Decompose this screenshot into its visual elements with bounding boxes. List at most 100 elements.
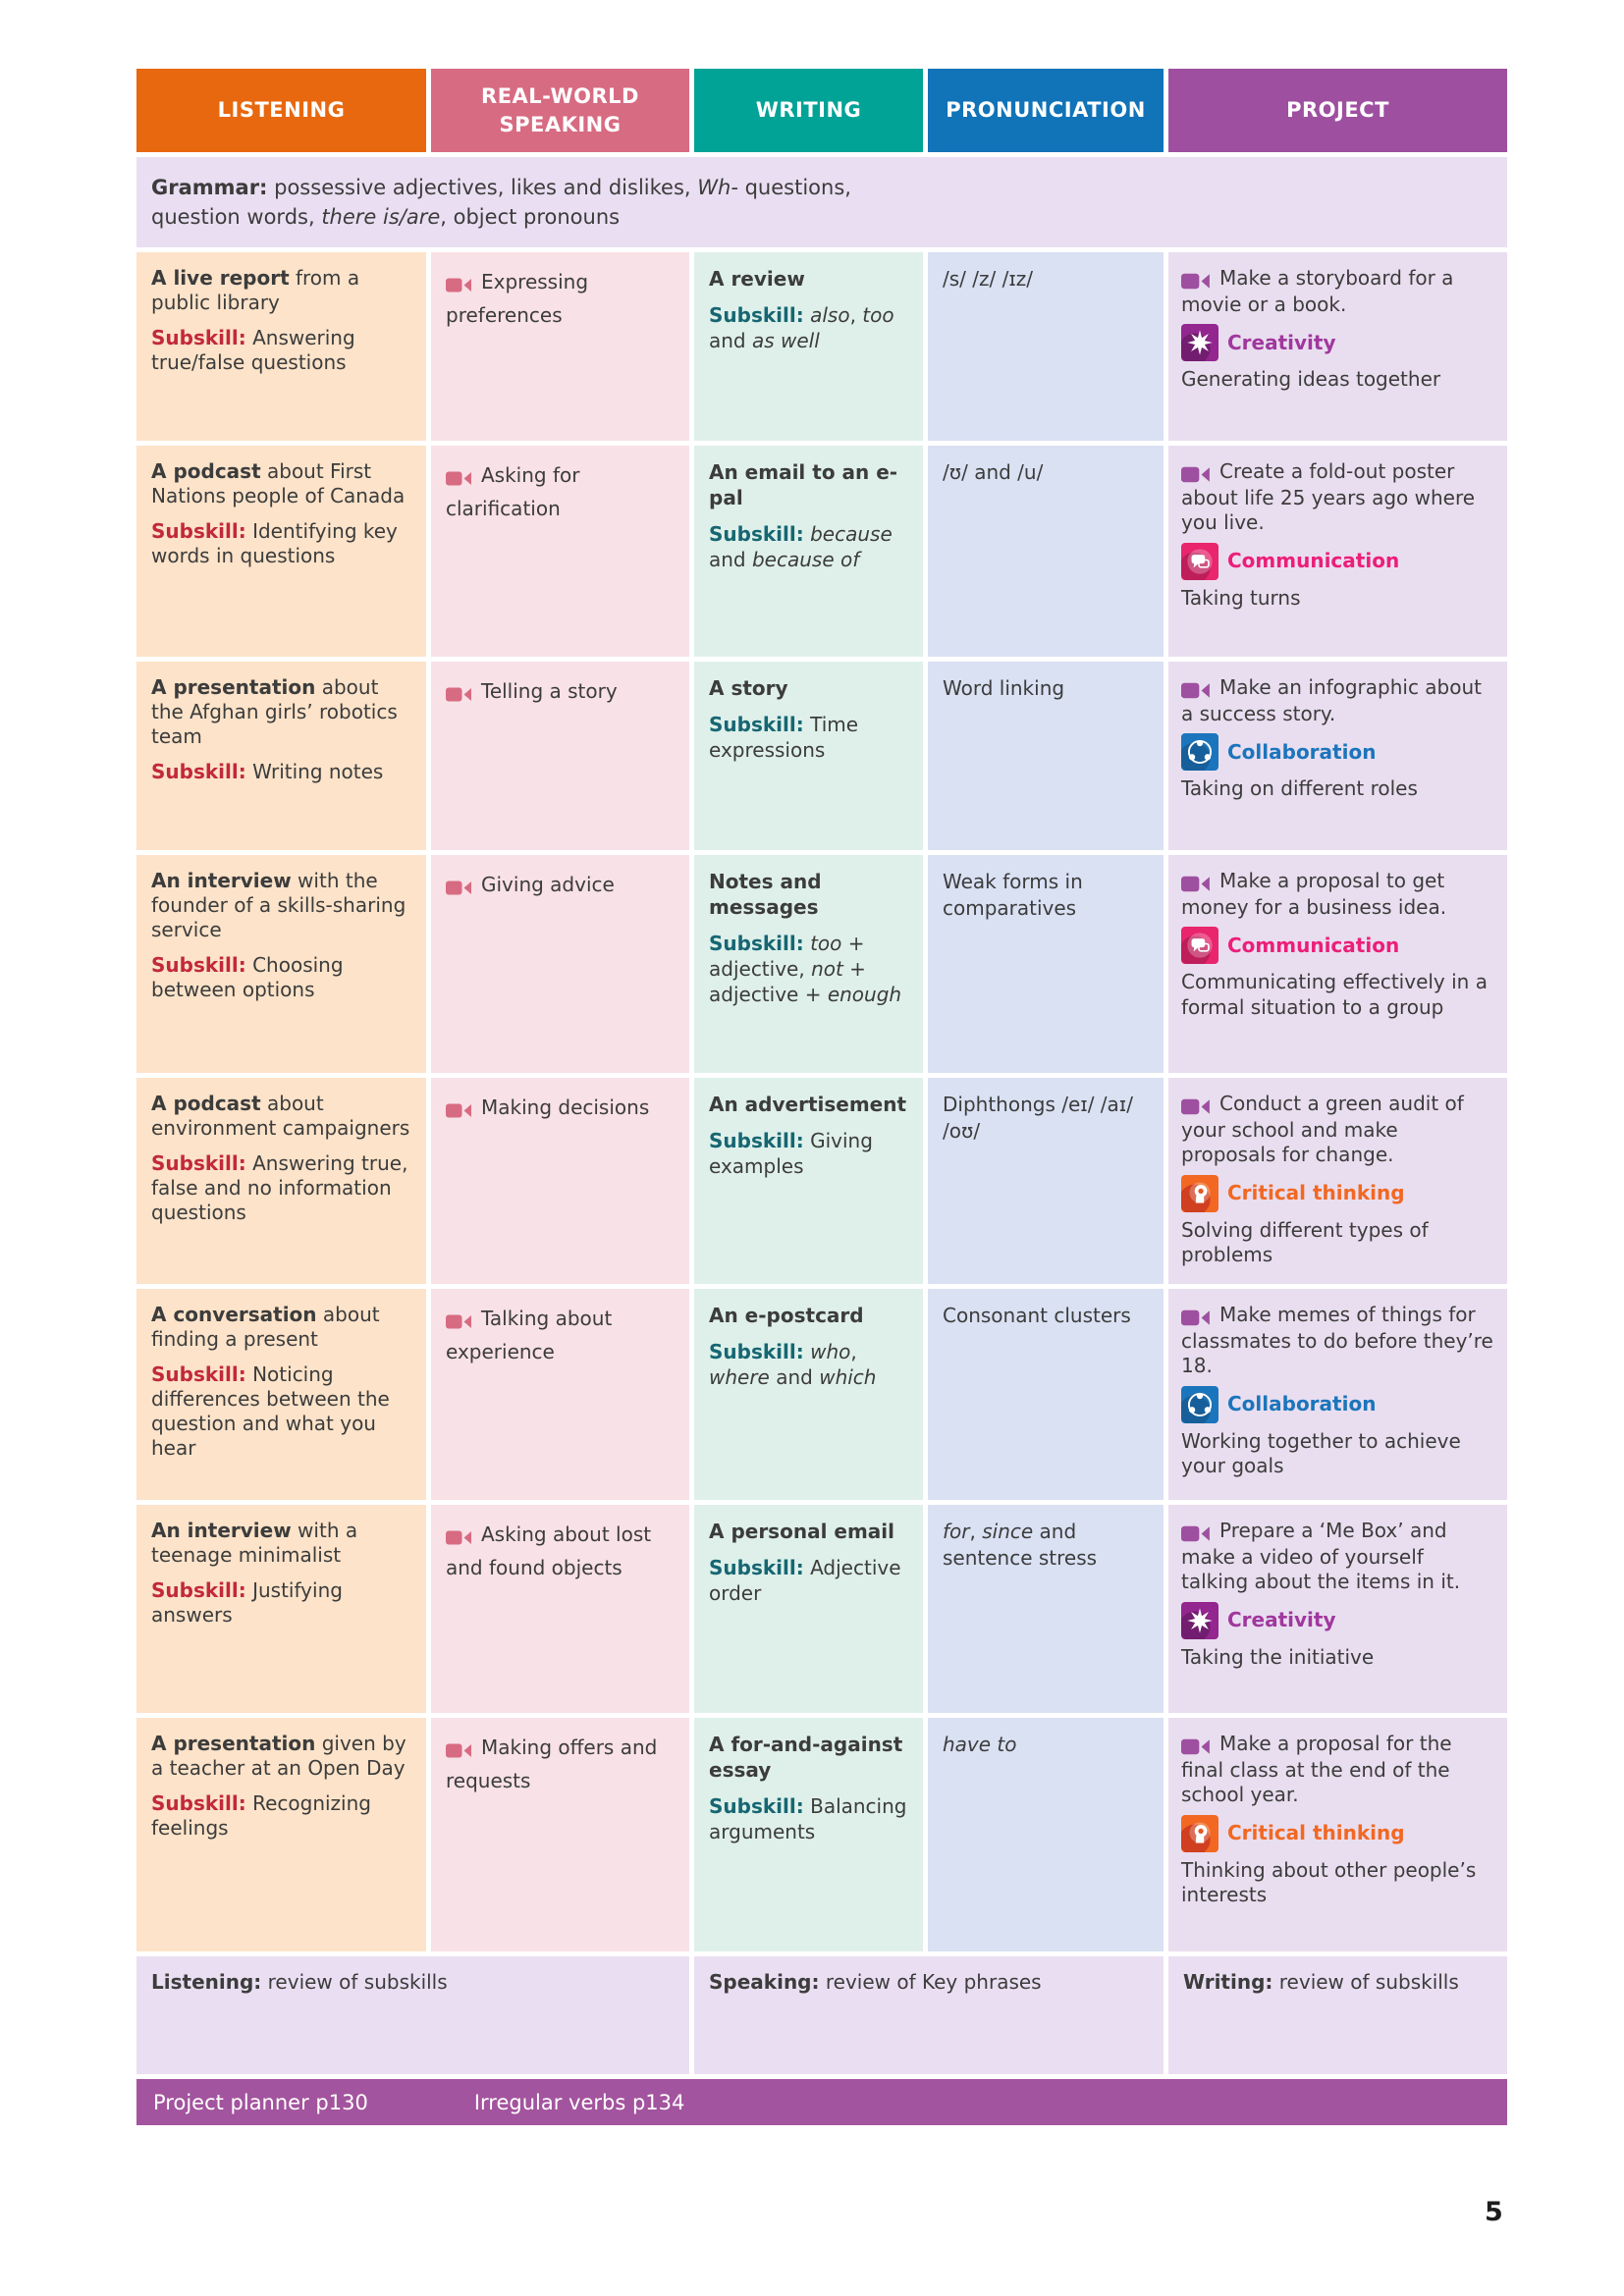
column-header-project: PROJECT [1168,69,1507,152]
pronunciation-cell: /s/ /z/ /ɪz/ [928,252,1164,441]
writing-subskill: Subskill: Balancing arguments [709,1794,907,1843]
listening-subskill: Subskill: Justifying answers [151,1578,343,1627]
project-desc: Generating ideas together [1181,367,1441,392]
speaking-text: Making offers and requests [446,1735,658,1792]
project-desc: Solving different types of problems [1181,1217,1429,1266]
writing-cell: A personal email Subskill: Adjective ord… [694,1505,923,1713]
page-number: 5 [1485,2197,1503,2227]
pronunciation-text: for, since and sentence stress [943,1520,1098,1570]
listening-title: A conversation about finding a present [151,1303,380,1351]
listening-title: A live report from a public library [151,266,360,314]
critical-thinking-icon [1181,1814,1218,1852]
video-camera-icon [1181,1734,1211,1758]
grammar-row: Grammar: possessive adjectives, likes an… [136,157,1507,247]
skill-badge-row: Critical thinking [1181,1814,1494,1852]
listening-subskill: Subskill: Noticing differences between t… [151,1362,390,1460]
listening-cell: An interview with the founder of a skill… [136,855,426,1073]
pronunciation-cell: have to [928,1718,1164,1951]
writing-title: A personal email [709,1520,894,1543]
pronunciation-text: /s/ /z/ /ɪz/ [943,267,1033,291]
pronunciation-text: Diphthongs /eɪ/ /aɪ/ /oʊ/ [943,1093,1133,1143]
listening-cell: A podcast about First Nations people of … [136,446,426,657]
project-cell: Make an infographic about a success stor… [1168,662,1507,850]
listening-subskill: Subskill: Identifying key words in quest… [151,519,398,567]
video-camera-icon [446,1094,472,1125]
collaboration-icon [1181,733,1218,772]
pronunciation-cell: Word linking [928,662,1164,850]
speaking-cell: Asking about lost and found objects [431,1505,689,1713]
writing-subskill: Subskill: who, where and which [709,1340,877,1389]
listening-cell: A presentation given by a teacher at an … [136,1718,426,1951]
writing-subskill: Subskill: because and because of [709,522,893,571]
writing-cell: An e-postcard Subskill: who, where and w… [694,1289,923,1500]
speaking-text: Asking about lost and found objects [446,1522,652,1579]
speaking-text: Making decisions [446,1092,675,1125]
project-desc: Taking turns [1181,585,1301,610]
writing-cell: A review Subskill: also, too and as well [694,252,923,441]
listening-cell: An interview with a teenage minimalist S… [136,1505,426,1713]
listening-subskill: Subskill: Writing notes [151,760,384,783]
listening-cell: A podcast about environment campaigners … [136,1078,426,1284]
listening-cell: A presentation about the Afghan girls’ r… [136,662,426,850]
skill-label: Creativity [1227,1607,1336,1631]
review-listening-text: Listening: review of subskills [151,1970,448,1994]
writing-subskill: Subskill: too + adjective, not + adjecti… [709,932,902,1006]
speaking-text: Asking for clarification [446,463,580,520]
project-task: Create a fold-out poster about life 25 y… [1181,459,1476,535]
speaking-cell: Making decisions [431,1078,689,1284]
review-listening-cell: Listening: review of subskills [136,1956,689,2074]
speaking-cell: Making offers and requests [431,1718,689,1951]
project-cell: Create a fold-out poster about life 25 y… [1168,446,1507,657]
writing-cell: An email to an e-pal Subskill: because a… [694,446,923,657]
syllabus-table: LISTENING REAL-WORLD SPEAKING WRITING PR… [136,69,1507,2125]
review-writing-cell: Writing: review of subskills [1168,1956,1507,2074]
video-camera-icon [446,677,472,709]
skill-badge-row: Communication [1181,927,1494,965]
project-task: Conduct a green audit of your school and… [1181,1092,1464,1167]
pronunciation-cell: Weak forms in comparatives [928,855,1164,1073]
project-desc: Thinking about other people’s interests [1181,1857,1477,1906]
project-task: Prepare a ‘Me Box’ and make a video of y… [1181,1519,1461,1594]
writing-subskill: Subskill: Adjective order [709,1556,901,1605]
writing-subskill: Subskill: Giving examples [709,1129,873,1178]
project-desc: Taking on different roles [1181,776,1418,801]
project-cell: Conduct a green audit of your school and… [1168,1078,1507,1284]
writing-title: A story [709,676,788,700]
writing-cell: A story Subskill: Time expressions [694,662,923,850]
video-camera-icon [1181,1305,1211,1329]
column-header-listening: LISTENING [136,69,426,152]
project-desc: Communicating effectively in a formal si… [1181,970,1488,1019]
review-writing-text: Writing: review of subskills [1183,1970,1459,1994]
column-header-real-world-speaking: REAL-WORLD SPEAKING [431,69,689,152]
skill-label: Communication [1227,548,1400,572]
speaking-text: Talking about experience [446,1307,613,1363]
creativity-icon [1181,324,1218,362]
project-task: Make a proposal to get money for a busin… [1181,869,1447,920]
communication-icon [1181,542,1218,580]
pronunciation-text: /ʊ/ and /u/ [943,460,1044,484]
writing-title: An advertisement [709,1093,907,1116]
skill-label: Critical thinking [1227,1180,1405,1204]
project-task: Make memes of things for classmates to d… [1181,1303,1493,1378]
writing-subskill: Subskill: Time expressions [709,713,859,762]
pronunciation-text: Weak forms in comparatives [943,870,1083,920]
listening-title: A presentation given by a teacher at an … [151,1732,406,1780]
writing-title: Notes and messages [709,870,822,919]
project-cell: Make a proposal to get money for a busin… [1168,855,1507,1073]
project-task: Make an infographic about a success stor… [1181,675,1483,726]
grammar-text: Grammar: possessive adjectives, likes an… [151,176,851,230]
speaking-cell: Telling a story [431,662,689,850]
project-cell: Make a proposal for the final class at t… [1168,1718,1507,1951]
pronunciation-text: Consonant clusters [943,1304,1131,1327]
writing-cell: An advertisement Subskill: Giving exampl… [694,1078,923,1284]
speaking-cell: Giving advice [431,855,689,1073]
project-planner-reference: Project planner p130 [153,2090,368,2114]
video-camera-icon [446,268,472,299]
collaboration-icon [1181,1385,1218,1423]
video-camera-icon [446,871,472,902]
speaking-text: Telling a story [446,675,675,709]
speaking-cell: Asking for clarification [431,446,689,657]
listening-title: An interview with a teenage minimalist [151,1519,358,1567]
project-desc: Taking the initiative [1181,1644,1375,1669]
skill-label: Collaboration [1227,1391,1377,1415]
